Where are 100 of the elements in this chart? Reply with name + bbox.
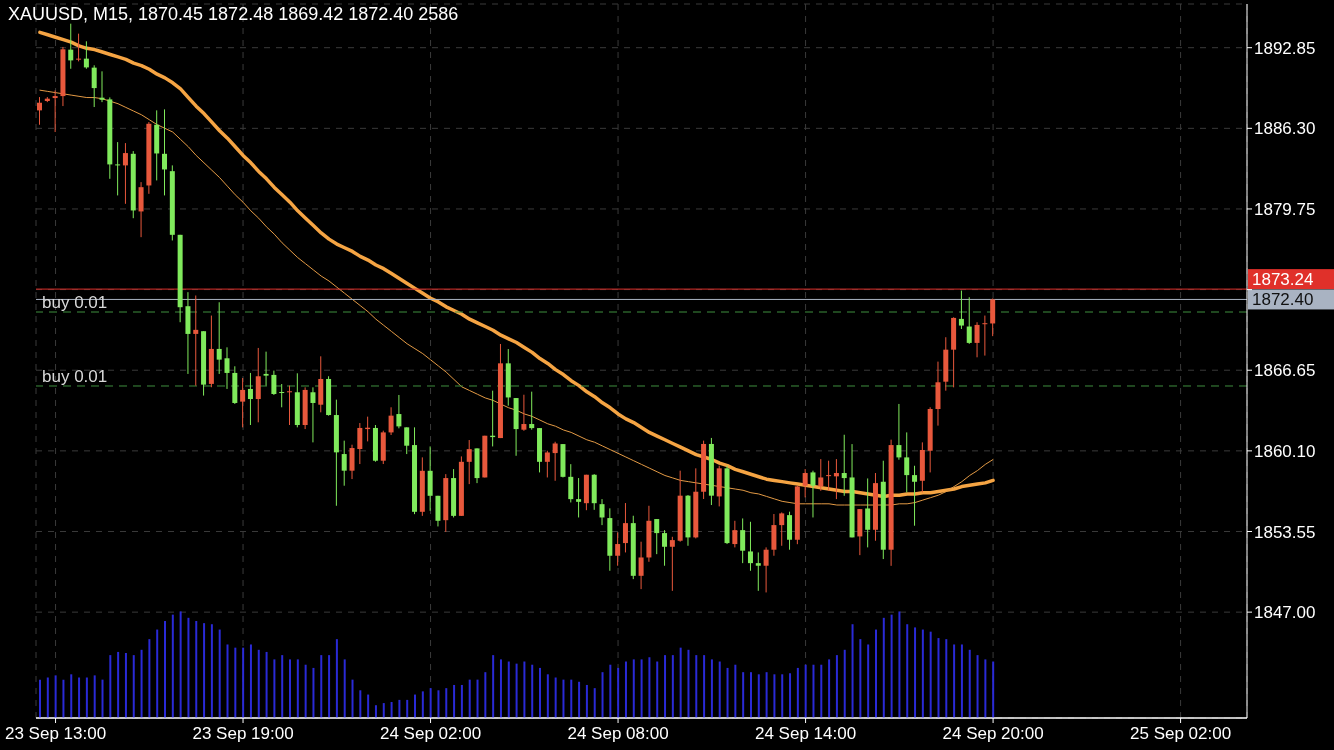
ref-line-label: 1873.24 bbox=[1252, 270, 1314, 290]
bar bbox=[609, 664, 612, 718]
candlestick bbox=[576, 477, 582, 518]
bar bbox=[39, 679, 41, 718]
bar bbox=[757, 674, 760, 718]
bar bbox=[62, 679, 65, 718]
bar bbox=[671, 655, 674, 718]
bar bbox=[281, 655, 284, 718]
bar bbox=[570, 679, 573, 718]
candlestick bbox=[341, 440, 347, 487]
bar bbox=[374, 705, 377, 718]
bar bbox=[320, 655, 323, 718]
ref-line-label: 1872.40 bbox=[1252, 290, 1314, 310]
bar bbox=[546, 674, 549, 718]
candlestick bbox=[990, 297, 996, 337]
x-tick-label: 24 Sep 02:00 bbox=[379, 724, 482, 743]
bar bbox=[460, 684, 463, 718]
bar bbox=[234, 647, 237, 718]
candlestick bbox=[974, 321, 980, 358]
bar bbox=[78, 677, 81, 718]
bar bbox=[593, 688, 596, 718]
bar bbox=[578, 681, 581, 718]
bar bbox=[406, 699, 409, 718]
candlestick bbox=[654, 518, 660, 555]
candlestick bbox=[99, 70, 105, 103]
bar bbox=[359, 690, 362, 718]
bar bbox=[984, 659, 987, 718]
bar bbox=[195, 621, 198, 718]
bar bbox=[109, 655, 112, 718]
bar bbox=[70, 674, 73, 718]
bar bbox=[124, 652, 127, 718]
candlestick bbox=[279, 383, 285, 408]
candlestick bbox=[755, 551, 761, 592]
chart-title: XAUUSD, M15, 1870.45 1872.48 1869.42 1872.40 2586 bbox=[8, 4, 459, 25]
x-tick-label: 23 Sep 19:00 bbox=[192, 724, 294, 743]
bar bbox=[976, 655, 979, 718]
candlestick bbox=[287, 385, 293, 426]
bar bbox=[85, 677, 88, 718]
bar bbox=[132, 655, 135, 718]
bar bbox=[468, 679, 471, 718]
bar bbox=[640, 659, 643, 718]
candlestick bbox=[810, 470, 816, 518]
bar bbox=[765, 672, 768, 718]
bar bbox=[351, 679, 354, 718]
candlestick bbox=[896, 403, 902, 461]
candlestick bbox=[76, 33, 82, 62]
bar bbox=[531, 664, 534, 718]
bar bbox=[328, 655, 331, 718]
bar bbox=[601, 672, 604, 718]
candlestick bbox=[966, 296, 972, 345]
bar bbox=[945, 639, 948, 718]
bar bbox=[453, 684, 456, 718]
candlestick bbox=[263, 351, 269, 387]
bar bbox=[617, 667, 620, 718]
y-tick-label: 1879.75 bbox=[1254, 200, 1316, 219]
bar bbox=[992, 661, 995, 718]
x-tick-label: 24 Sep 20:00 bbox=[942, 724, 1044, 743]
candlestick bbox=[466, 439, 472, 485]
bar bbox=[585, 684, 588, 718]
bar bbox=[164, 621, 167, 718]
bar bbox=[242, 647, 245, 718]
bar bbox=[257, 649, 260, 718]
ref-line-label: buy 0.01 bbox=[42, 366, 108, 386]
bar bbox=[781, 674, 784, 718]
x-tick-label: 24 Sep 14:00 bbox=[754, 724, 857, 743]
bar bbox=[882, 617, 885, 718]
bar bbox=[335, 639, 338, 718]
bar bbox=[515, 663, 518, 718]
candlestick bbox=[529, 391, 535, 431]
bar bbox=[101, 679, 104, 718]
bar bbox=[523, 661, 526, 718]
x-tick-label: 23 Sep 13:00 bbox=[4, 724, 107, 743]
bar bbox=[179, 611, 182, 718]
bar bbox=[414, 694, 417, 718]
bar bbox=[695, 655, 698, 718]
candlestick bbox=[255, 347, 261, 423]
candlestick bbox=[622, 502, 628, 553]
candlestick bbox=[732, 520, 738, 548]
bar bbox=[539, 667, 542, 718]
bar bbox=[296, 659, 299, 718]
candlestick bbox=[747, 521, 753, 572]
candlestick bbox=[599, 498, 605, 526]
candlestick bbox=[568, 463, 574, 503]
bar bbox=[382, 703, 385, 718]
bar bbox=[304, 664, 307, 718]
candlestick bbox=[68, 23, 74, 70]
bar bbox=[921, 629, 924, 718]
bar bbox=[906, 624, 909, 718]
bar bbox=[218, 629, 221, 718]
bar bbox=[93, 675, 96, 718]
candlestick bbox=[271, 370, 277, 396]
bar bbox=[398, 699, 401, 718]
bar bbox=[187, 617, 190, 718]
bar bbox=[117, 651, 120, 718]
bar bbox=[367, 694, 370, 718]
candlestick bbox=[216, 301, 222, 375]
candlestick bbox=[740, 517, 746, 564]
y-tick-label: 1853.55 bbox=[1254, 522, 1316, 542]
bar bbox=[867, 644, 870, 718]
bar bbox=[421, 691, 424, 718]
